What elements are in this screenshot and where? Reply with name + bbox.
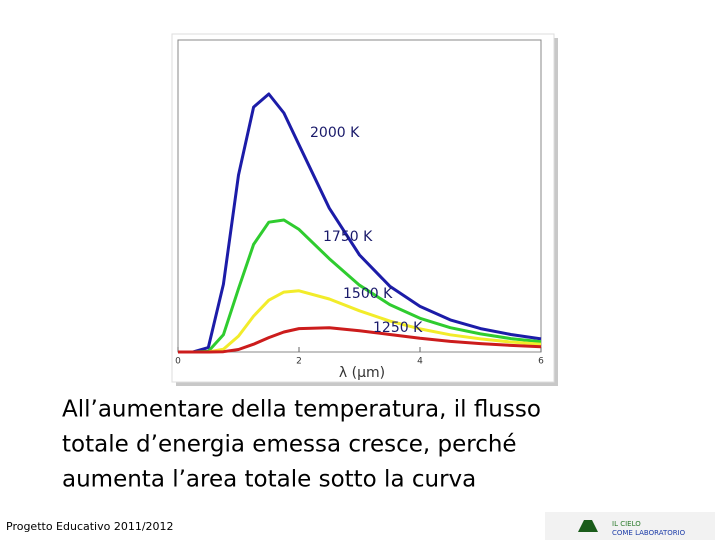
footer: Progetto Educativo 2011/2012 [6, 520, 174, 533]
curve [178, 218, 542, 354]
caption-line: totale d’energia emessa cresce, perché [62, 432, 517, 458]
logo-text: IL CIELO [612, 520, 641, 528]
curve [178, 289, 542, 354]
caption-line: All’aumentare della temperatura, il flus… [62, 397, 541, 423]
curve [178, 92, 542, 354]
legend-label: 1500 K [343, 286, 393, 302]
x-tick-label: 6 [538, 357, 544, 367]
image-frame [171, 33, 555, 383]
legend-label: 1750 K [323, 229, 373, 245]
caption-line: aumenta l’area totale sotto la curva [62, 467, 476, 493]
logo-icon [578, 520, 598, 532]
x-tick-label: 0 [175, 357, 181, 367]
curve [178, 326, 542, 354]
x-axis-label: λ (μm) [339, 365, 385, 381]
logo-text: COME LABORATORIO [612, 529, 686, 537]
legend-label: 1250 K [373, 320, 423, 336]
x-tick-label: 4 [417, 357, 423, 367]
plot-frame [177, 39, 542, 353]
x-tick-label: 2 [296, 357, 302, 367]
legend-label: 2000 K [310, 125, 360, 141]
logo-box [545, 512, 715, 540]
